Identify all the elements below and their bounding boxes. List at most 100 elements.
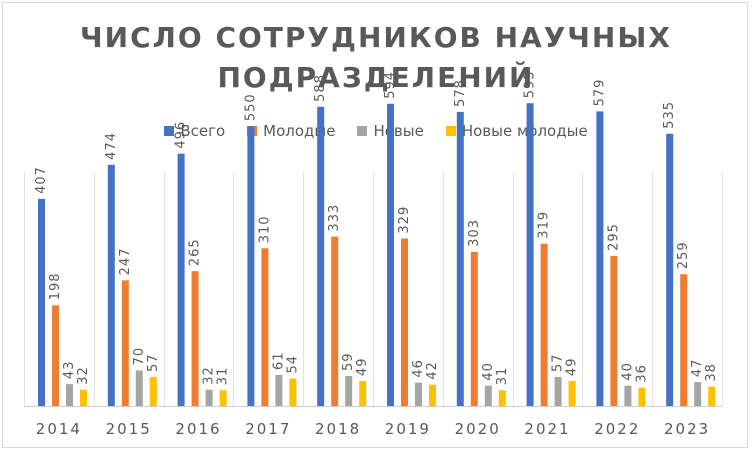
legend-item-new: Новые xyxy=(357,122,424,140)
legend-item-new-young: Новые молодые xyxy=(445,122,588,140)
chart-title: ЧИСЛО СОТРУДНИКОВ НАУЧНЫХ ПОДРАЗДЕЛЕНИЙ xyxy=(0,18,752,98)
bar-new-2022 xyxy=(624,385,632,406)
x-tick-label-2021: 2021 xyxy=(524,420,570,438)
bar-young-2016 xyxy=(191,271,199,406)
bar-total-2014 xyxy=(38,198,45,406)
legend-label-new: Новые xyxy=(373,122,424,140)
x-tick-label-2018: 2018 xyxy=(315,420,361,438)
bar-new-2016 xyxy=(205,389,213,406)
bar-young-2023 xyxy=(680,274,688,406)
legend-swatch-new xyxy=(357,126,368,136)
data-label-young-2022: 295 xyxy=(606,223,621,251)
bar-total-2019 xyxy=(387,103,394,407)
data-label-new-2014: 43 xyxy=(62,361,77,380)
x-tick-label-2014: 2014 xyxy=(36,420,82,438)
bar-total-2017 xyxy=(247,126,255,406)
data-label-new-young-2014: 32 xyxy=(76,366,91,385)
bar-young-2022 xyxy=(610,255,618,406)
bar-new-young-2017 xyxy=(289,378,297,406)
x-tick-label-2019: 2019 xyxy=(385,420,431,438)
data-label-new-2022: 40 xyxy=(620,362,635,381)
data-label-young-2018: 333 xyxy=(327,204,342,232)
bar-young-2020 xyxy=(470,251,478,406)
bar-total-2023 xyxy=(666,133,674,406)
bar-new-young-2020 xyxy=(498,390,506,406)
x-tick-label-2016: 2016 xyxy=(175,420,221,438)
bar-new-2014 xyxy=(66,384,73,406)
bar-young-2017 xyxy=(261,248,269,406)
bar-total-2016 xyxy=(177,153,185,406)
x-tick-label-2023: 2023 xyxy=(664,420,710,438)
data-label-new-2017: 61 xyxy=(271,351,286,370)
x-tick-label-2015: 2015 xyxy=(106,420,152,438)
bar-new-2023 xyxy=(694,382,702,406)
x-tick-label-2020: 2020 xyxy=(455,420,501,438)
data-label-new-young-2022: 36 xyxy=(634,364,649,383)
data-label-new-2023: 47 xyxy=(690,359,705,378)
chart-title-line-2: ПОДРАЗДЕЛЕНИЙ xyxy=(217,61,535,94)
data-label-young-2016: 265 xyxy=(188,238,203,266)
data-label-new-2015: 70 xyxy=(132,347,147,366)
data-label-new-young-2019: 42 xyxy=(425,361,440,380)
bar-total-2015 xyxy=(107,164,115,406)
legend-item-total: Всего xyxy=(164,122,225,140)
data-label-young-2020: 303 xyxy=(467,219,482,247)
data-label-new-2018: 59 xyxy=(341,352,356,371)
data-label-total-2022: 579 xyxy=(592,79,607,107)
data-label-total-2015: 474 xyxy=(104,132,119,160)
data-label-new-2021: 57 xyxy=(551,353,566,372)
legend-label-new-young: Новые молодые xyxy=(461,122,588,140)
data-label-new-2019: 46 xyxy=(411,359,426,378)
data-label-total-2020: 578 xyxy=(453,79,468,107)
bar-new-2021 xyxy=(554,376,562,406)
bar-total-2022 xyxy=(596,111,604,406)
legend-swatch-new-young xyxy=(445,126,456,136)
bar-total-2020 xyxy=(456,111,464,407)
bar-new-young-2019 xyxy=(429,384,436,406)
bar-young-2018 xyxy=(331,236,339,406)
data-label-total-2019: 594 xyxy=(383,71,398,99)
bar-new-young-2015 xyxy=(149,376,157,406)
data-label-young-2023: 259 xyxy=(676,241,691,269)
bar-young-2019 xyxy=(401,238,408,406)
bar-new-young-2016 xyxy=(219,390,227,406)
data-label-new-young-2015: 57 xyxy=(146,353,161,372)
bar-new-2017 xyxy=(275,374,283,406)
data-label-new-2020: 40 xyxy=(481,362,496,381)
bar-young-2021 xyxy=(540,243,548,406)
data-label-new-young-2021: 49 xyxy=(565,358,580,377)
bar-young-2014 xyxy=(52,305,59,406)
data-label-total-2014: 407 xyxy=(34,166,49,194)
data-label-new-young-2017: 54 xyxy=(285,355,300,374)
data-label-total-2016: 496 xyxy=(174,121,189,149)
bar-new-young-2021 xyxy=(568,381,576,406)
data-label-new-young-2016: 31 xyxy=(216,367,231,386)
data-label-young-2015: 247 xyxy=(118,247,133,275)
bar-young-2015 xyxy=(121,280,129,406)
x-tick-label-2017: 2017 xyxy=(245,420,291,438)
data-label-young-2017: 310 xyxy=(257,215,272,243)
bar-new-young-2018 xyxy=(359,381,367,406)
data-label-total-2017: 550 xyxy=(243,93,258,121)
data-label-total-2023: 535 xyxy=(662,101,677,129)
data-label-total-2021: 595 xyxy=(523,70,538,98)
legend-swatch-total xyxy=(164,126,175,136)
bar-new-2020 xyxy=(484,385,492,406)
data-label-new-young-2020: 31 xyxy=(495,367,510,386)
bar-new-2018 xyxy=(345,375,353,406)
bar-new-young-2022 xyxy=(638,387,646,406)
x-tick-label-2022: 2022 xyxy=(594,420,640,438)
data-label-young-2019: 329 xyxy=(397,206,412,234)
data-label-young-2021: 319 xyxy=(537,211,552,239)
data-label-young-2014: 198 xyxy=(48,272,63,300)
chart-title-line-1: ЧИСЛО СОТРУДНИКОВ НАУЧНЫХ xyxy=(80,21,672,54)
bar-new-young-2023 xyxy=(708,386,716,406)
data-label-total-2018: 588 xyxy=(313,74,328,102)
bar-new-young-2014 xyxy=(80,389,87,406)
data-label-new-young-2018: 49 xyxy=(355,358,370,377)
legend-label-total: Всего xyxy=(180,122,226,140)
bar-total-2021 xyxy=(526,103,534,406)
bar-new-2015 xyxy=(135,370,143,406)
bar-new-2019 xyxy=(415,382,422,406)
